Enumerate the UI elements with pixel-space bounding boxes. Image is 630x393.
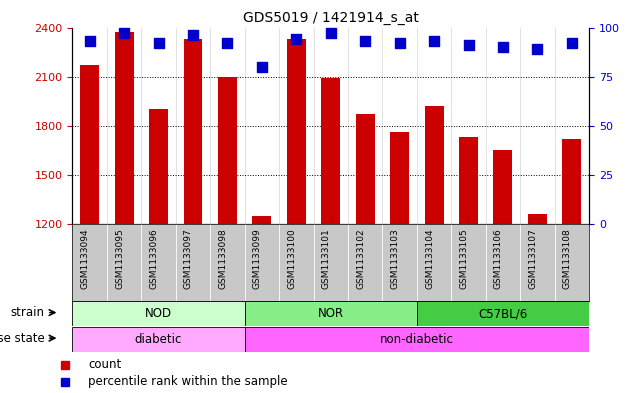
Point — [429, 38, 439, 44]
Bar — [149, 109, 168, 224]
Text: GSM1133108: GSM1133108 — [563, 229, 572, 289]
Point — [188, 32, 198, 39]
Text: GSM1133105: GSM1133105 — [459, 229, 469, 289]
Bar — [253, 216, 272, 224]
Text: GSM1133095: GSM1133095 — [115, 229, 124, 289]
Bar — [493, 150, 512, 224]
Text: percentile rank within the sample: percentile rank within the sample — [88, 375, 288, 389]
Point — [84, 38, 94, 44]
Point — [360, 38, 370, 44]
Point — [291, 36, 301, 42]
Point — [222, 40, 232, 46]
Text: disease state: disease state — [0, 332, 45, 345]
Text: GSM1133096: GSM1133096 — [149, 229, 159, 289]
Title: GDS5019 / 1421914_s_at: GDS5019 / 1421914_s_at — [243, 11, 419, 25]
Point — [464, 42, 474, 48]
Text: GSM1133107: GSM1133107 — [529, 229, 537, 289]
Text: count: count — [88, 358, 122, 371]
Text: GSM1133098: GSM1133098 — [219, 229, 227, 289]
Text: non-diabetic: non-diabetic — [380, 333, 454, 346]
Bar — [425, 106, 444, 224]
Text: GSM1133101: GSM1133101 — [322, 229, 331, 289]
Text: diabetic: diabetic — [135, 333, 182, 346]
Text: GSM1133103: GSM1133103 — [391, 229, 399, 289]
Point — [119, 30, 129, 37]
Text: GSM1133102: GSM1133102 — [356, 229, 365, 289]
Bar — [218, 77, 237, 224]
Text: NOR: NOR — [318, 307, 344, 320]
Bar — [563, 139, 581, 224]
Bar — [244, 327, 589, 352]
Bar — [321, 78, 340, 224]
Text: GSM1133099: GSM1133099 — [253, 229, 262, 289]
Point — [257, 64, 267, 70]
Bar — [244, 301, 417, 326]
Text: strain: strain — [11, 306, 45, 319]
Bar — [459, 137, 478, 224]
Bar — [115, 33, 134, 224]
Text: GSM1133106: GSM1133106 — [494, 229, 503, 289]
Bar — [72, 301, 244, 326]
Bar — [287, 39, 306, 224]
Bar — [528, 214, 547, 224]
Point — [498, 44, 508, 50]
Text: GSM1133100: GSM1133100 — [287, 229, 296, 289]
Bar — [183, 39, 202, 224]
Point — [532, 46, 542, 52]
Text: GSM1133094: GSM1133094 — [81, 229, 89, 289]
Bar — [390, 132, 409, 224]
Bar — [417, 301, 589, 326]
Bar — [356, 114, 375, 224]
Point — [394, 40, 404, 46]
Point — [567, 40, 577, 46]
Point — [154, 40, 164, 46]
Bar — [80, 65, 99, 224]
Text: NOD: NOD — [145, 307, 172, 320]
Bar — [72, 327, 244, 352]
Text: GSM1133097: GSM1133097 — [184, 229, 193, 289]
Point — [326, 30, 336, 37]
Text: C57BL/6: C57BL/6 — [478, 307, 527, 320]
Text: GSM1133104: GSM1133104 — [425, 229, 434, 289]
